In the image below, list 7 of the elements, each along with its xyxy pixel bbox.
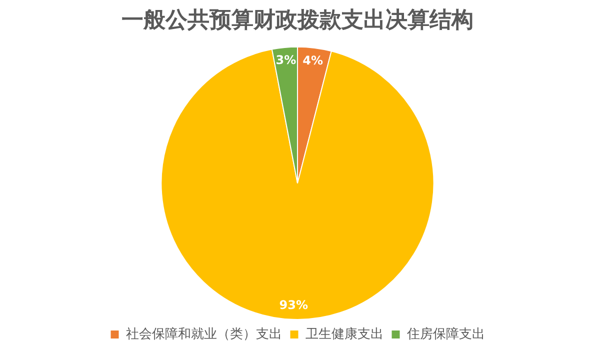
data-label: 4% bbox=[302, 54, 324, 68]
legend-label: 住房保障支出 bbox=[406, 326, 485, 342]
data-label: 93% bbox=[279, 298, 308, 312]
legend-label: 卫生健康支出 bbox=[305, 326, 384, 342]
data-label: 3% bbox=[276, 53, 296, 68]
chart-title: 一般公共预算财政拨款支出决算结构 bbox=[122, 6, 474, 32]
legend-label: 社会保障和就业（类）支出 bbox=[126, 326, 282, 342]
